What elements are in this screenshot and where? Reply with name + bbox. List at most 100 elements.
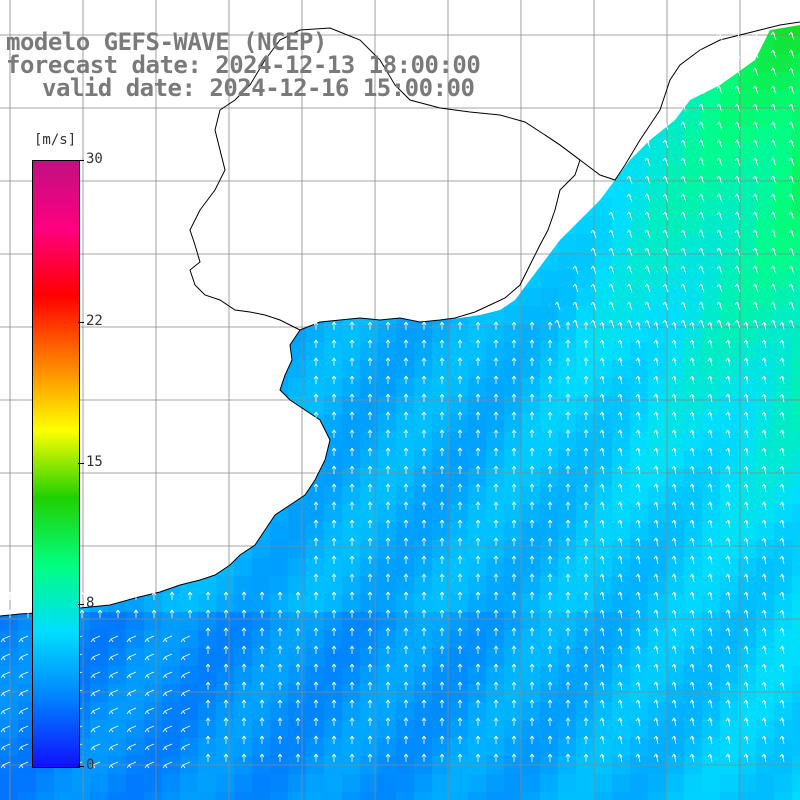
wind-arrow [599,537,605,547]
wind-arrow [403,465,409,474]
wind-arrow [0,689,11,697]
wind-arrow [779,321,785,331]
wind-arrow [635,681,641,691]
wind-arrow [583,573,589,582]
wind-arrow [493,357,499,366]
wind-arrow [583,393,589,402]
wind-arrow [788,85,795,95]
wind-arrow [439,483,445,492]
wind-arrow [547,681,553,690]
wind-arrow [779,375,785,385]
wind-arrow [734,121,741,131]
wind-arrow [439,591,445,600]
wind-arrow [770,319,777,329]
wind-arrow [493,393,499,402]
wind-arrow [162,725,173,733]
wind-arrow [493,501,499,510]
wind-arrow [725,663,731,673]
wind-arrow [367,627,373,636]
wind-arrow [108,689,119,697]
wind-arrow [698,229,705,239]
wind-arrow [725,555,731,565]
wind-arrow [770,265,777,275]
wind-arrow [635,645,641,655]
wind-arrow [259,753,265,762]
wind-arrow [565,429,571,438]
wind-arrow [761,357,767,367]
wind-arrow [457,465,463,474]
wind-arrow [439,735,445,744]
wind-arrow [599,627,605,637]
wind-arrow [493,753,499,762]
wind-arrow [205,645,211,654]
wind-arrow [0,761,11,769]
wind-arrow [205,591,211,600]
wind-arrow [385,573,391,582]
wind-arrow [707,519,713,529]
wind-arrow [671,483,677,493]
wind-arrow [511,411,517,420]
wind-arrow [583,519,589,528]
wind-arrow [493,591,499,600]
wind-arrow [529,483,535,492]
wind-arrow [725,519,731,529]
wind-arrow [493,663,499,672]
wind-arrow [493,645,499,654]
wind-arrow [349,717,355,726]
wind-arrow [734,301,741,311]
wind-arrow [716,103,723,113]
wind-arrow [662,247,669,257]
wind-arrow [671,555,677,565]
wind-arrow [367,753,373,762]
wind-arrow [572,301,579,311]
wind-arrow [689,699,695,709]
wind-arrow [698,157,705,167]
wind-arrow [707,393,713,403]
wind-arrow [788,49,795,59]
wind-arrow [653,321,659,331]
wind-arrow [162,671,173,679]
colorbar-unit: [m/s] [34,132,77,148]
wind-arrow [367,447,373,456]
wind-arrow [788,211,795,221]
title-valid-date: valid date: 2024-12-16 15:00:00 [42,74,475,102]
wind-arrow [529,717,535,726]
wind-arrow [475,537,481,546]
wind-arrow [761,681,767,691]
wind-arrow [752,265,759,275]
wind-arrow [529,663,535,672]
wind-arrow [385,735,391,744]
wind-arrow [779,645,785,655]
wind-arrow [385,429,391,438]
wind-arrow [421,645,427,654]
wind-arrow [421,501,427,510]
wind-arrow [475,663,481,672]
wind-arrow [698,175,705,185]
wind-arrow [511,717,517,726]
wind-arrow [493,339,499,348]
wind-arrow [187,591,193,600]
wind-arrow [349,519,355,528]
wind-arrow [599,717,605,727]
wind-arrow [241,681,247,690]
wind-arrow [743,735,749,745]
wind-arrow [277,681,283,690]
wind-arrow [716,157,723,167]
wind-arrow [439,393,445,402]
wind-arrow [689,663,695,673]
wind-arrow [511,591,517,600]
wind-arrow [734,193,741,203]
wind-arrow [707,627,713,637]
wind-arrow [439,411,445,420]
wind-arrow [90,689,101,697]
wind-arrow [457,645,463,654]
wind-arrow [475,339,481,348]
wind-arrow [126,707,137,715]
wind-arrow [788,139,795,149]
wind-arrow [761,411,767,421]
wind-arrow [653,357,659,367]
wind-arrow [698,67,705,77]
wind-arrow [547,555,553,564]
wind-arrow [385,465,391,474]
wind-arrow [133,609,139,618]
